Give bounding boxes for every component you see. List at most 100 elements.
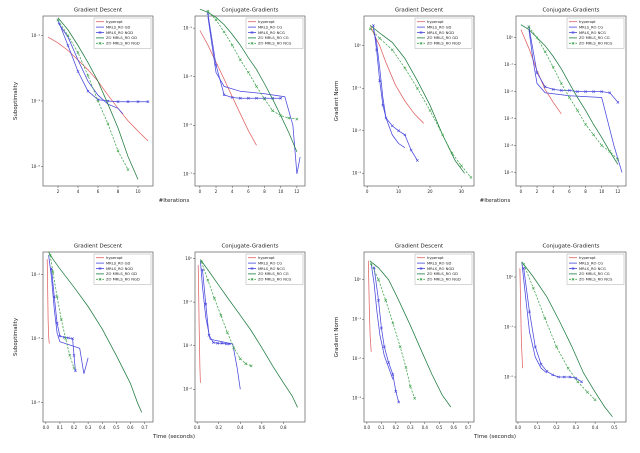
x-tick-label: 0 xyxy=(366,189,369,194)
series-line-zo-mrls-ro-ngd xyxy=(370,28,472,178)
subplot-title: Conjugate-Gradients xyxy=(542,8,599,14)
series-line-mrls-ro-gd xyxy=(48,255,89,374)
x-tick-label: 6 xyxy=(568,189,571,194)
y-axis-label: Suboptimality xyxy=(13,317,19,356)
y-axis-label: Suboptimality xyxy=(13,81,19,120)
x-tick-label: 0.4 xyxy=(99,425,106,430)
x-tick-label: 0.3 xyxy=(407,425,414,430)
x-tick-label: 0.6 xyxy=(451,425,458,430)
y-tick-label: 10⁻⁷ xyxy=(183,171,192,176)
y-tick-label: 10⁻³ xyxy=(183,74,192,79)
legend-label: ZO MRLS_RO GD xyxy=(427,272,458,276)
x-tick-label: 0.2 xyxy=(71,425,78,430)
legend-label: MRLS_RO GD xyxy=(106,25,130,29)
x-tick-label: 8 xyxy=(117,189,120,194)
legend-label: ZO MRLS_RO NGD xyxy=(427,42,461,46)
series-x-markers xyxy=(56,18,130,172)
x-tick-label: 0.1 xyxy=(57,425,64,430)
x-tick-label: 0.1 xyxy=(534,425,541,430)
axes-frame xyxy=(363,15,475,187)
legend-label: ZO MRLS_RO CG xyxy=(579,272,610,276)
x-tick-label: 10 xyxy=(599,189,605,194)
series-line-hyperopt xyxy=(197,265,201,383)
y-tick-label: 10⁻¹ xyxy=(31,272,40,277)
y-tick-label: 10⁻⁵ xyxy=(504,170,513,175)
x-tick-label: 0.0 xyxy=(364,425,371,430)
series-line-zo-mrls-ro-ncg xyxy=(207,10,297,120)
legend-label: hyperopt xyxy=(258,256,275,260)
y-tick-label: 10⁻⁴ xyxy=(504,143,513,148)
legend-marker-sample xyxy=(571,277,575,281)
legend-marker-sample xyxy=(419,31,423,34)
y-tick-label: 10⁻² xyxy=(504,89,513,94)
legend-label: MRLS_RO NGD xyxy=(427,267,454,271)
legend-box xyxy=(245,253,304,285)
x-tick-label: 0.5 xyxy=(611,425,618,430)
x-tick-label: 0.3 xyxy=(85,425,92,430)
series-x-markers xyxy=(527,25,620,162)
y-tick-label: 10⁻³ xyxy=(352,171,361,176)
legend-label: ZO MRLS_RO GD xyxy=(106,272,137,276)
series-line-hyperopt xyxy=(519,268,523,369)
subplot-title: Gradient Descent xyxy=(74,244,123,250)
y-axis-label: Gradient Norm xyxy=(334,81,340,122)
x-tick-label: 0.2 xyxy=(216,425,223,430)
y-tick-label: 10⁻¹ xyxy=(352,317,361,322)
x-tick-label: 0.4 xyxy=(237,425,244,430)
legend-label: MRLS_RO CG xyxy=(258,261,282,265)
x-tick-label: 12 xyxy=(615,189,621,194)
x-tick-label: 0.6 xyxy=(259,425,266,430)
legend-label: ZO MRLS_RO NCG xyxy=(579,278,613,282)
chart-gradient-norm-vs-time: Gradient Descent 10⁰ 10⁻¹ 10⁻² 10⁻³ 0.0 0.1 0.2… xyxy=(334,244,627,440)
legend-marker-sample xyxy=(98,267,102,270)
legend-label: ZO MRLS_RO NGD xyxy=(427,278,461,282)
legend-label: MRLS_RO CG xyxy=(579,25,603,29)
series-line-zo-mrls-ro-gd xyxy=(369,260,452,408)
subplot-title: Gradient Descent xyxy=(74,8,123,14)
x-tick-label: 0.0 xyxy=(515,425,522,430)
x-tick-label: 0.3 xyxy=(573,425,580,430)
legend-label: MRLS_RO NCG xyxy=(258,267,285,271)
series-line-zo-mrls-ro-cg xyxy=(521,261,613,418)
legend-label: MRLS_RO GD xyxy=(427,261,451,265)
x-tick-label: 20 xyxy=(427,189,433,194)
series-x-markers xyxy=(48,253,76,370)
y-tick-label: 10⁰ xyxy=(506,35,513,40)
x-tick-label: 8 xyxy=(584,189,587,194)
subplot-title: Conjugate-Gradients xyxy=(542,244,599,250)
y-tick-label: 10⁻¹ xyxy=(352,86,361,91)
y-tick-label: 10⁰ xyxy=(354,277,361,282)
axes-frame xyxy=(42,251,154,423)
series-x-markers xyxy=(206,12,283,100)
x-tick-label: 0.2 xyxy=(393,425,400,430)
subplot-title: Conjugate-Gradients xyxy=(221,244,278,250)
series-line-mrls-ro-ncg xyxy=(202,269,230,345)
legend-marker-sample xyxy=(250,267,254,270)
x-tick-label: 6 xyxy=(247,189,250,194)
legend-label: ZO MRLS_RO GD xyxy=(106,36,137,40)
y-tick-label: 10⁻² xyxy=(352,128,361,133)
legend-marker-sample xyxy=(419,267,423,270)
legend-marker-sample xyxy=(250,31,254,34)
x-tick-label: 0.4 xyxy=(422,425,429,430)
legend-label: hyperopt xyxy=(579,20,596,24)
x-tick-label: 0.4 xyxy=(592,425,599,430)
subplot-title: Gradient Descent xyxy=(395,8,444,14)
x-tick-label: 4 xyxy=(231,189,234,194)
series-line-mrls-ro-cg xyxy=(207,16,301,174)
y-tick-label: 10⁻⁵ xyxy=(31,164,40,169)
legend-label: MRLS_RO GD xyxy=(106,261,130,265)
y-tick-label: 10⁻⁴ xyxy=(183,343,192,348)
series-line-zo-mrls-ro-cg xyxy=(200,259,298,408)
legend-label: hyperopt xyxy=(106,20,123,24)
legend-label: MRLS_RO CG xyxy=(258,25,282,29)
x-tick-label: 0 xyxy=(520,189,523,194)
x-tick-label: 0 xyxy=(199,189,202,194)
legend-label: MRLS_RO CG xyxy=(579,261,603,265)
series-x-markers xyxy=(522,262,597,402)
legend-marker-sample xyxy=(419,41,423,45)
x-tick-label: 10 xyxy=(278,189,284,194)
x-tick-label: 8 xyxy=(263,189,266,194)
series-line-zo-mrls-ro-ngd xyxy=(370,263,416,399)
